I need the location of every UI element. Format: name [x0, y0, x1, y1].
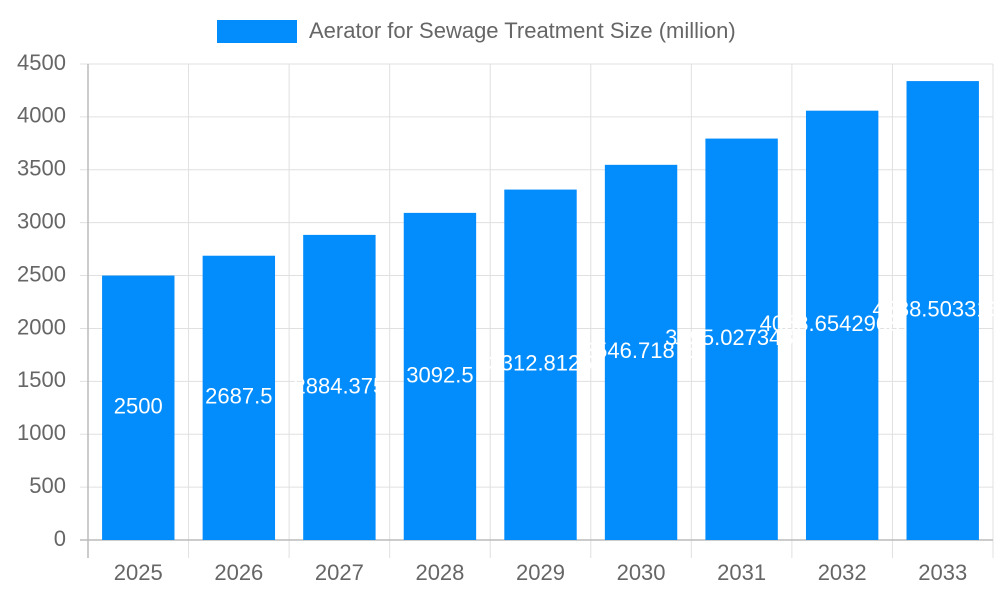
y-tick-label: 0: [54, 526, 66, 551]
data-label: 3546.71875: [583, 338, 699, 363]
bar: [705, 138, 778, 540]
x-tick-label: 2033: [918, 560, 967, 585]
x-tick-label: 2027: [315, 560, 364, 585]
data-label: 2687.5: [205, 384, 272, 409]
y-tick-label: 2000: [17, 314, 66, 339]
x-tick-label: 2030: [617, 560, 666, 585]
y-tick-label: 2500: [17, 261, 66, 286]
data-label: 4058.654296875: [760, 311, 925, 336]
bar: [504, 189, 577, 540]
bar: [604, 164, 678, 540]
bar: [303, 234, 376, 540]
y-tick-label: 500: [29, 473, 66, 498]
legend-label: Aerator for Sewage Treatment Size (milli…: [309, 18, 736, 43]
data-label: 3312.8125: [489, 351, 593, 376]
y-tick-label: 3500: [17, 156, 66, 181]
y-tick-label: 3000: [17, 208, 66, 233]
data-label: 2500: [114, 394, 163, 419]
bar: [805, 110, 879, 540]
bar: [202, 255, 276, 540]
x-tick-label: 2025: [114, 560, 163, 585]
bar: [403, 212, 477, 541]
legend-swatch: [217, 20, 297, 43]
bar: [102, 275, 175, 540]
data-label: 2884.375: [294, 373, 386, 398]
data-label: 4338.5033164: [872, 296, 1000, 321]
y-tick-label: 4500: [17, 50, 66, 75]
data-label: 3795.02734375: [665, 325, 818, 350]
y-tick-label: 4000: [17, 103, 66, 128]
x-tick-label: 2031: [717, 560, 766, 585]
x-tick-label: 2032: [818, 560, 867, 585]
y-tick-label: 1500: [17, 367, 66, 392]
y-tick-label: 1000: [17, 420, 66, 445]
x-tick-label: 2026: [214, 560, 263, 585]
data-label: 3092.5: [406, 362, 473, 387]
x-tick-label: 2029: [516, 560, 565, 585]
bar: [906, 81, 979, 540]
x-tick-label: 2028: [415, 560, 464, 585]
